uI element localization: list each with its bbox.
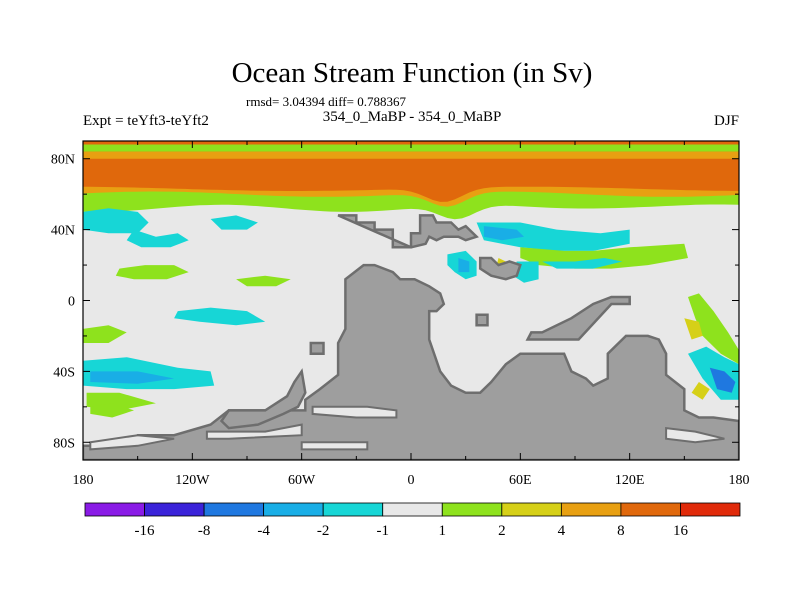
x-axis: 180 120W 60W 0 60E 120E 180 xyxy=(73,141,750,488)
legend-swatch-4 xyxy=(322,502,384,517)
inland-sea-0 xyxy=(205,423,303,440)
y-tick-label-3: 40S xyxy=(53,365,75,380)
high-latitude-band xyxy=(83,141,739,220)
color-legend: -16 -8 -4 -2 -1 1 2 4 8 16 xyxy=(84,502,741,539)
chart-subtitle: rmsd= 3.04394 diff= 0.788367 xyxy=(246,94,406,109)
y-tick-label-0: 80N xyxy=(51,153,75,168)
season-label: DJF xyxy=(714,113,739,129)
contour-patch-23 xyxy=(691,382,710,400)
contour-patch-3 xyxy=(115,265,189,280)
contour-patch-4 xyxy=(236,275,291,287)
legend-swatch-8 xyxy=(560,502,622,517)
small-island-a xyxy=(475,313,489,327)
y-tick-label-2: 0 xyxy=(68,295,75,310)
contour-patch-1 xyxy=(126,229,189,248)
legend-label-1: -8 xyxy=(198,523,211,539)
inland-sea-2 xyxy=(89,434,175,451)
band-contour-top-outer xyxy=(83,144,739,152)
land-mask xyxy=(83,214,739,460)
legend-label-7: 4 xyxy=(558,523,566,539)
legend-swatch-5 xyxy=(382,502,443,517)
legend-swatch-3 xyxy=(263,502,324,517)
legend-swatch-1 xyxy=(144,502,205,517)
map-plot-area xyxy=(83,141,739,460)
x-tick-label-3: 0 xyxy=(408,473,415,488)
inland-sea-4 xyxy=(665,426,725,444)
legend-label-2: -4 xyxy=(257,523,270,539)
long-island xyxy=(525,295,631,341)
contour-patch-14 xyxy=(542,258,623,269)
small-island-b xyxy=(309,341,325,355)
contour-patch-22 xyxy=(709,367,736,393)
y-tick-label-4: 80S xyxy=(53,436,75,451)
contour-patch-5 xyxy=(174,307,266,326)
contour-patch-0 xyxy=(83,208,149,234)
x-tick-label-2: 60W xyxy=(288,473,316,488)
tethys-islands xyxy=(478,256,522,281)
band-contour-top-mid xyxy=(83,151,739,159)
legend-label-5: 1 xyxy=(439,523,447,539)
x-tick-label-1: 120W xyxy=(175,473,210,488)
legend-label-9: 16 xyxy=(673,523,689,539)
legend-label-3: -2 xyxy=(317,523,330,539)
legend-label-6: 2 xyxy=(498,523,506,539)
legend-swatch-2 xyxy=(203,502,265,517)
west-peninsula xyxy=(219,368,307,430)
y-axis: 80N 40N 0 40S 80S xyxy=(51,153,739,451)
inland-sea-1 xyxy=(311,405,398,419)
legend-swatch-0 xyxy=(84,502,145,517)
inland-sea-3 xyxy=(300,441,369,451)
legend-label-4: -1 xyxy=(376,523,389,539)
north-continent xyxy=(337,214,479,249)
chart-title: Ocean Stream Function (in Sv) xyxy=(232,57,593,89)
legend-label-8: 8 xyxy=(617,523,625,539)
experiment-label: Expt = teYft3-teYft2 xyxy=(83,113,209,129)
x-tick-label-5: 120E xyxy=(615,473,645,488)
legend-swatch-6 xyxy=(441,502,503,517)
legend-label-0: -16 xyxy=(135,523,155,539)
y-tick-label-1: 40N xyxy=(51,224,75,239)
x-tick-label-4: 60E xyxy=(509,473,532,488)
legend-swatch-10 xyxy=(680,502,741,517)
contour-patch-19 xyxy=(688,293,739,365)
contour-patch-16 xyxy=(458,258,470,273)
legend-swatch-9 xyxy=(620,502,681,517)
contour-patch-2 xyxy=(210,215,258,230)
contour-patch-12 xyxy=(483,226,524,241)
period-label: 354_0_MaBP - 354_0_MaBP xyxy=(323,109,502,125)
contour-patch-6 xyxy=(83,325,127,343)
x-tick-label-6: 180 xyxy=(729,473,750,488)
contour-patch-20 xyxy=(684,318,703,340)
contour-patch-10 xyxy=(90,403,134,418)
contour-patch-8 xyxy=(90,371,175,384)
x-tick-label-0: 180 xyxy=(73,473,94,488)
legend-swatch-7 xyxy=(501,502,562,517)
